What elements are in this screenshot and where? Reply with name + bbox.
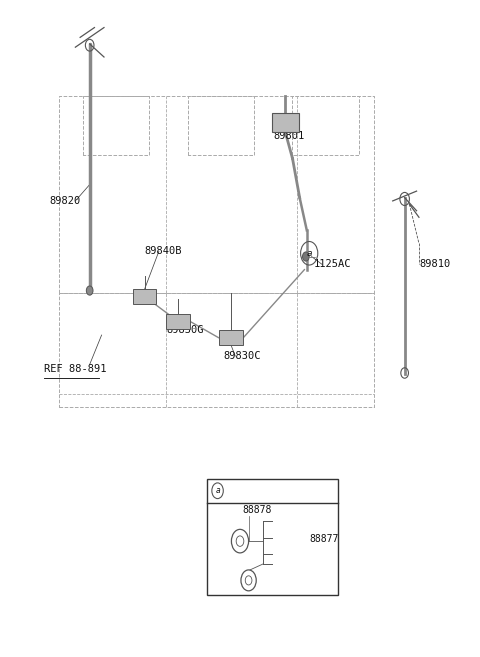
Text: 89820: 89820 — [49, 196, 80, 206]
Bar — [218, 330, 243, 345]
Text: 89830G: 89830G — [166, 325, 204, 335]
Bar — [206, 479, 338, 595]
Circle shape — [86, 286, 93, 295]
Text: a: a — [306, 249, 312, 258]
Text: 88877: 88877 — [309, 534, 338, 544]
Text: 89801: 89801 — [274, 131, 305, 141]
Text: 88878: 88878 — [242, 505, 272, 515]
Text: 89830C: 89830C — [223, 351, 261, 361]
Text: 89840B: 89840B — [144, 246, 182, 256]
Bar — [132, 289, 156, 304]
Bar — [273, 112, 299, 132]
Text: a: a — [215, 486, 220, 495]
Circle shape — [302, 252, 309, 261]
Text: REF 88-891: REF 88-891 — [44, 364, 107, 374]
Text: 89810: 89810 — [419, 260, 450, 269]
Text: 1125AC: 1125AC — [314, 260, 351, 269]
Bar — [166, 314, 190, 328]
